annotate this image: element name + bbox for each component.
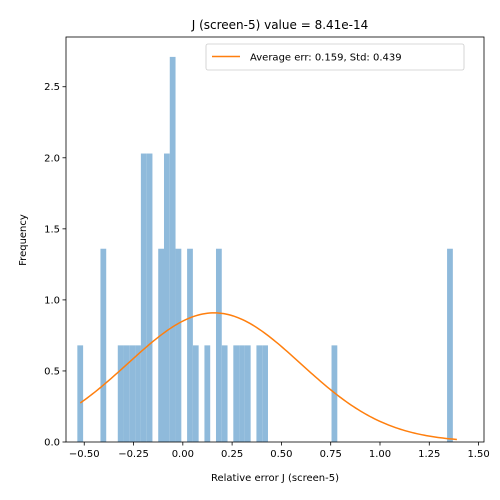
x-tick-label: 1.50 [467, 449, 489, 460]
histogram-bar [204, 345, 211, 442]
x-tick-label: 0.00 [172, 449, 194, 460]
histogram-bar [135, 345, 141, 442]
x-tick-label: 0.75 [320, 449, 342, 460]
histogram-bar [256, 345, 263, 442]
legend-box [205, 43, 465, 71]
x-tick-label: 0.50 [270, 449, 292, 460]
y-tick-label: 0.0 [44, 438, 60, 449]
chart-title: J (screen-5) value = 8.41e-14 [191, 18, 369, 32]
histogram-bar [239, 345, 245, 442]
y-axis-ticks: 0.0 0.5 1.0 1.5 2.0 2.5 [44, 82, 66, 449]
normal-fit-curve [79, 312, 457, 441]
histogram-bar [447, 248, 453, 442]
x-axis-label: Relative error J (screen-5) [211, 473, 339, 484]
histogram-bar [140, 153, 147, 443]
y-axis-label: Frequency [18, 214, 29, 266]
x-tick-label: −0.25 [118, 449, 149, 460]
histogram-bar [77, 345, 84, 442]
histogram-bar [221, 345, 228, 442]
histogram-bar [187, 248, 193, 442]
x-tick-label: 1.25 [418, 449, 440, 460]
histogram-bar [163, 153, 170, 443]
histogram-bar [146, 153, 153, 443]
y-tick-label: 2.5 [44, 82, 60, 93]
histogram-bar [129, 345, 136, 442]
histogram-bar [192, 345, 199, 442]
histogram-bar [158, 248, 164, 442]
histogram-bar [169, 56, 176, 442]
histogram-bar [123, 345, 130, 442]
y-tick-label: 1.5 [44, 224, 60, 235]
x-tick-label: 0.25 [221, 449, 243, 460]
x-tick-label: −0.50 [69, 449, 100, 460]
histogram-bar [117, 345, 124, 442]
histogram-bar [175, 248, 182, 442]
histogram-bar [233, 345, 240, 442]
x-tick-label: 1.00 [369, 449, 391, 460]
y-tick-label: 0.5 [44, 366, 60, 377]
histogram-bars [77, 56, 453, 443]
histogram-bar [100, 248, 107, 442]
y-tick-label: 2.0 [44, 153, 60, 164]
legend-entry-label: Average err: 0.159, Std: 0.439 [250, 53, 402, 64]
histogram-bar [244, 345, 251, 442]
x-axis-ticks: −0.50 −0.25 0.00 0.25 0.50 0.75 1.00 1.25 1.50 [69, 442, 490, 460]
plot-area [65, 36, 485, 443]
histogram-bar [262, 345, 268, 442]
histogram-bar [215, 248, 222, 442]
y-tick-label: 1.0 [44, 295, 60, 306]
legend: Average err: 0.159, Std: 0.439 [205, 43, 465, 71]
